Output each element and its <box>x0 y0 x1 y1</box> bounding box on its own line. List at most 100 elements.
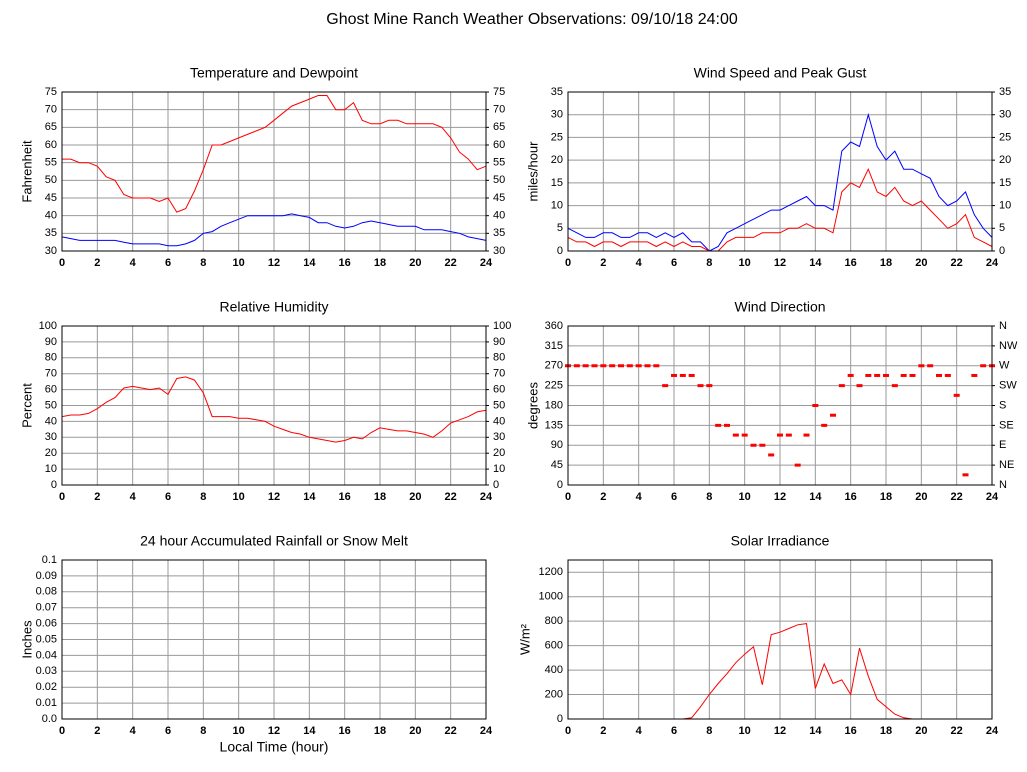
direction-point <box>953 393 960 397</box>
x-tick-label: 18 <box>374 725 386 737</box>
x-tick-label: 2 <box>94 725 100 737</box>
x-tick-label: 0 <box>565 725 571 737</box>
direction-point <box>671 373 677 377</box>
y-tick-label: 20 <box>551 154 563 166</box>
x-tick-label: 2 <box>94 491 100 503</box>
direction-point <box>777 433 783 437</box>
x-tick-label: 12 <box>268 257 280 269</box>
y-tick-label: 1200 <box>539 566 563 578</box>
y2-tick-label: 90 <box>493 336 505 348</box>
x-tick-label: 20 <box>409 491 421 503</box>
direction-point <box>962 473 969 477</box>
y-tick-label: 0 <box>557 245 563 257</box>
direction-point <box>679 373 686 377</box>
x-tick-label: 18 <box>374 491 386 503</box>
y2-tick-label: E <box>999 439 1006 451</box>
y-tick-label: 10 <box>551 199 563 211</box>
plot-frame <box>567 91 993 252</box>
x-tick-label: 2 <box>600 725 606 737</box>
y-tick-label: 0 <box>557 713 563 725</box>
y-tick-label: 315 <box>545 340 563 352</box>
x-tick-label: 22 <box>445 725 457 737</box>
series-line <box>62 95 487 213</box>
x-tick-label: 18 <box>374 257 386 269</box>
plot-frame <box>567 559 993 720</box>
y-tick-label: 10 <box>45 463 57 475</box>
y2-tick-label: 80 <box>493 352 505 364</box>
y-tick-label: 25 <box>551 131 563 143</box>
direction-point <box>618 364 624 368</box>
y-tick-label: 0.01 <box>36 697 57 709</box>
y-tick-label: 70 <box>45 104 57 116</box>
direction-point <box>732 433 739 437</box>
x-tick-label: 4 <box>636 725 643 737</box>
direction-point <box>838 384 845 388</box>
x-tick-label: 14 <box>809 725 822 737</box>
y2-tick-label: NE <box>999 459 1014 471</box>
x-tick-label: 2 <box>600 491 606 503</box>
y-tick-label: 40 <box>45 415 57 427</box>
direction-point <box>759 443 766 447</box>
y-tick-label: 0.0 <box>42 713 57 725</box>
direction-point <box>874 373 881 377</box>
y2-tick-label: SW <box>999 380 1017 392</box>
x-tick-label: 8 <box>706 257 712 269</box>
direction-point <box>626 364 633 368</box>
plot-frame <box>567 325 993 486</box>
y-tick-label: 50 <box>45 174 57 186</box>
panel-title: Relative Humidity <box>220 299 329 315</box>
panel-title: Wind Direction <box>734 299 825 315</box>
x-tick-label: 6 <box>671 491 677 503</box>
y2-tick-label: 65 <box>493 121 505 133</box>
x-tick-label: 22 <box>951 257 963 269</box>
direction-point <box>821 423 828 427</box>
x-tick-label: 16 <box>845 491 857 503</box>
y2-tick-label: 30 <box>493 431 505 443</box>
y-tick-label: 5 <box>557 222 563 234</box>
y2-tick-label: 35 <box>999 86 1011 98</box>
x-tick-label: 14 <box>303 257 316 269</box>
x-tick-label: 14 <box>303 725 316 737</box>
series-line <box>567 167 993 252</box>
y2-tick-label: 0 <box>493 479 499 491</box>
y2-tick-label: 25 <box>999 131 1011 143</box>
x-tick-label: 24 <box>480 725 493 737</box>
y-tick-label: 270 <box>545 360 563 372</box>
y-tick-label: 135 <box>545 419 563 431</box>
x-tick-label: 10 <box>233 491 245 503</box>
series-line <box>61 213 487 247</box>
x-tick-label: 24 <box>480 491 493 503</box>
y2-tick-label: 20 <box>999 154 1011 166</box>
x-tick-label: 6 <box>671 725 677 737</box>
y-tick-label: 55 <box>45 157 57 169</box>
y-tick-label: 0.06 <box>36 618 57 630</box>
series-line <box>61 376 487 443</box>
direction-point <box>847 373 854 377</box>
x-tick-label: 0 <box>59 725 65 737</box>
y-tick-label: 40 <box>45 210 57 222</box>
y-tick-label: 0.07 <box>36 602 57 614</box>
x-tick-label: 12 <box>268 725 280 737</box>
x-tick-label: 10 <box>739 491 751 503</box>
y-tick-label: 360 <box>545 320 563 332</box>
y-tick-label: 0.1 <box>42 554 57 566</box>
direction-point <box>768 453 775 457</box>
x-tick-label: 8 <box>200 491 206 503</box>
y2-tick-label: 35 <box>493 227 505 239</box>
x-tick-label: 20 <box>915 725 927 737</box>
y-tick-label: 100 <box>39 320 57 332</box>
y-tick-label: 90 <box>551 439 563 451</box>
x-tick-label: 22 <box>951 491 963 503</box>
direction-point <box>909 373 916 377</box>
y-tick-label: 45 <box>551 459 563 471</box>
direction-point <box>971 373 978 377</box>
x-tick-label: 0 <box>59 491 65 503</box>
direction-point <box>883 373 889 377</box>
x-tick-label: 16 <box>339 257 351 269</box>
x-tick-label: 6 <box>165 491 171 503</box>
y2-tick-label: 45 <box>493 192 505 204</box>
direction-point <box>644 364 651 368</box>
direction-point <box>856 384 863 388</box>
y-tick-label: 60 <box>45 139 57 151</box>
direction-point <box>715 423 722 427</box>
